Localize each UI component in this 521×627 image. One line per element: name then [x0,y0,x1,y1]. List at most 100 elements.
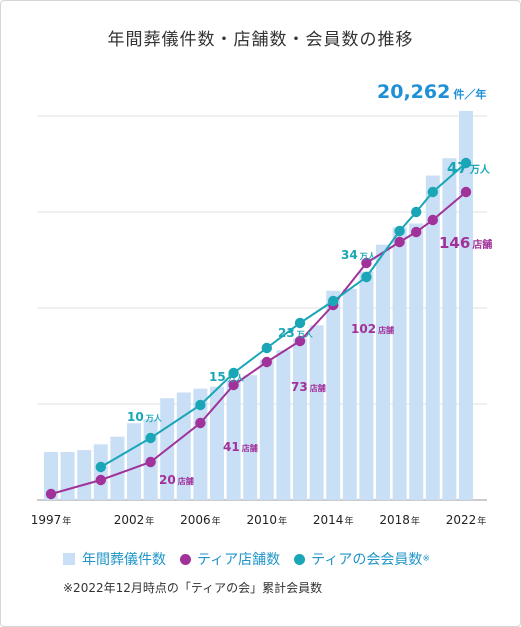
store-point [45,488,57,500]
legend-item-stores: ティア店舗数 [180,549,280,569]
store-point [95,474,107,486]
legend-swatch-stores [180,553,191,565]
x-tick-suffix: 年 [62,515,71,527]
label-value: 73 [291,380,308,394]
store-label: 20 店舗 [159,473,194,487]
label-unit: 店舗 [472,238,492,251]
x-tick-label: 2010年 [247,513,288,527]
member-point [145,432,156,444]
legend-label-funerals: 年間葬儀件数 [82,552,166,568]
label-value: 23 [278,326,295,340]
label-value: 20 [159,473,176,487]
x-tick-year: 2014 [313,513,344,527]
store-point [427,214,438,226]
bar [243,375,258,500]
bar [193,388,208,500]
label-value: 47 [447,159,468,177]
legend-item-members: ティアの会会員数 ※ [294,549,430,569]
label-unit: 万人 [359,251,377,261]
chart-legend: 年間葬儀件数 ティア店舗数 ティアの会会員数 ※ [63,549,444,569]
member-point [294,317,306,329]
member-label: 23 万人 [278,326,314,340]
x-tick-label: 2006年 [180,513,221,527]
x-tick-label: 1997年 [31,513,72,527]
store-point [411,226,422,238]
store-point [261,356,272,368]
store-point [195,417,206,429]
x-tick-suffix: 年 [344,515,353,527]
store-point [460,186,472,198]
label-unit: 万人 [469,163,491,176]
x-tick-label: 2018年 [379,513,420,527]
bar [127,423,141,500]
x-tick-suffix: 年 [145,515,154,527]
member-point [460,157,472,169]
chart-title: 年間葬儀件数・店舗数・会員数の推移 [107,30,414,50]
store-label: 102 店舗 [351,322,394,336]
headline-number: 20,262 [377,81,450,103]
legend-swatch-members [294,553,306,565]
bar [77,450,92,500]
bar [60,452,75,500]
store-point [228,379,239,391]
label-unit: 店舗 [178,476,194,486]
legend-item-funerals: 年間葬儀件数 [63,549,166,569]
member-point [361,271,372,283]
bar [293,338,307,500]
member-label: 10 万人 [127,410,163,424]
bar [342,288,357,500]
store-label: 146 店舗 [439,234,492,252]
member-point [427,186,438,198]
store-point [361,257,372,269]
label-value: 34 [341,248,358,262]
headline-value: 20,262 件／年 [377,81,486,103]
label-unit: 店舗 [242,443,258,453]
x-tick-label: 2022年 [446,513,487,527]
member-point [328,295,339,307]
bar [44,452,58,500]
member-point [228,367,239,379]
bar [326,290,341,500]
x-tick-year: 2018 [379,513,410,527]
label-value: 146 [439,234,470,252]
headline-unit: 件／年 [453,87,486,101]
label-unit: 万人 [296,329,314,339]
store-label: 73 店舗 [291,380,326,394]
store-point [294,335,306,347]
member-point [195,399,206,411]
x-tick-year: 2022 [446,513,477,527]
bar [210,386,224,500]
bar [359,271,374,500]
x-tick-suffix: 年 [278,515,287,527]
member-label: 34 万人 [341,248,377,262]
store-label: 41 店舗 [223,440,258,454]
bar [392,227,407,501]
bar [226,380,241,500]
x-tick-year: 2006 [180,513,211,527]
x-tick-label: 2014年 [313,513,354,527]
bar [409,223,424,500]
member-point [261,342,272,354]
label-value: 15 [209,370,226,384]
bar [442,158,457,501]
label-value: 41 [223,440,240,454]
legend-swatch-funerals [63,553,75,565]
x-tick-label: 2002年 [114,513,155,527]
x-tick-year: 1997 [31,513,62,527]
legend-label-stores: ティア店舗数 [197,552,281,568]
legend-label-members: ティアの会会員数 [311,552,423,568]
label-value: 10 [127,410,144,424]
bar [459,110,473,500]
bar [309,325,324,500]
member-point [394,225,405,237]
label-unit: 万人 [145,413,163,423]
x-tick-year: 2010 [247,513,278,527]
member-label: 15 万人 [209,370,245,384]
label-unit: 店舗 [378,325,394,335]
legend-label-members-mark: ※ [422,554,430,564]
x-tick-suffix: 年 [411,515,420,527]
label-unit: 店舗 [310,383,326,393]
bar [425,175,440,500]
bar [376,244,390,500]
